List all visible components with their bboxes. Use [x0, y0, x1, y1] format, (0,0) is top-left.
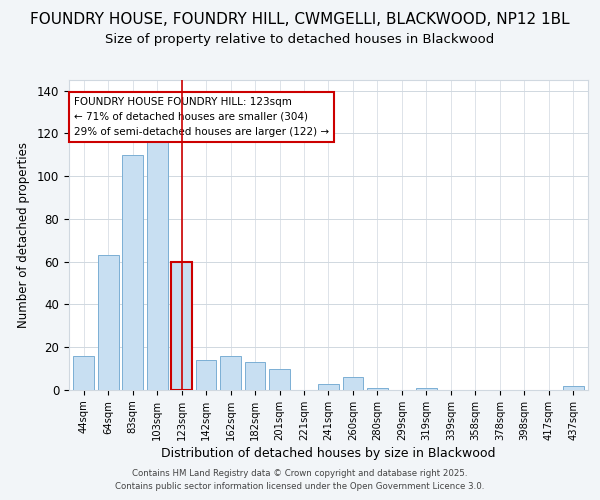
Bar: [171, 262, 192, 390]
Text: Contains HM Land Registry data © Crown copyright and database right 2025.: Contains HM Land Registry data © Crown c…: [132, 469, 468, 478]
Bar: [98, 256, 119, 390]
Bar: [196, 360, 217, 390]
Y-axis label: Number of detached properties: Number of detached properties: [17, 142, 30, 328]
Text: Contains public sector information licensed under the Open Government Licence 3.: Contains public sector information licen…: [115, 482, 485, 491]
Bar: [73, 356, 94, 390]
Bar: [367, 388, 388, 390]
Bar: [245, 362, 265, 390]
X-axis label: Distribution of detached houses by size in Blackwood: Distribution of detached houses by size …: [161, 447, 496, 460]
Text: FOUNDRY HOUSE FOUNDRY HILL: 123sqm
← 71% of detached houses are smaller (304)
29: FOUNDRY HOUSE FOUNDRY HILL: 123sqm ← 71%…: [74, 97, 329, 136]
Bar: [220, 356, 241, 390]
Bar: [563, 386, 584, 390]
Bar: [416, 388, 437, 390]
Text: Size of property relative to detached houses in Blackwood: Size of property relative to detached ho…: [106, 32, 494, 46]
Bar: [147, 142, 167, 390]
Text: FOUNDRY HOUSE, FOUNDRY HILL, CWMGELLI, BLACKWOOD, NP12 1BL: FOUNDRY HOUSE, FOUNDRY HILL, CWMGELLI, B…: [30, 12, 570, 28]
Bar: [343, 377, 364, 390]
Bar: [269, 368, 290, 390]
Bar: [122, 155, 143, 390]
Bar: [318, 384, 339, 390]
